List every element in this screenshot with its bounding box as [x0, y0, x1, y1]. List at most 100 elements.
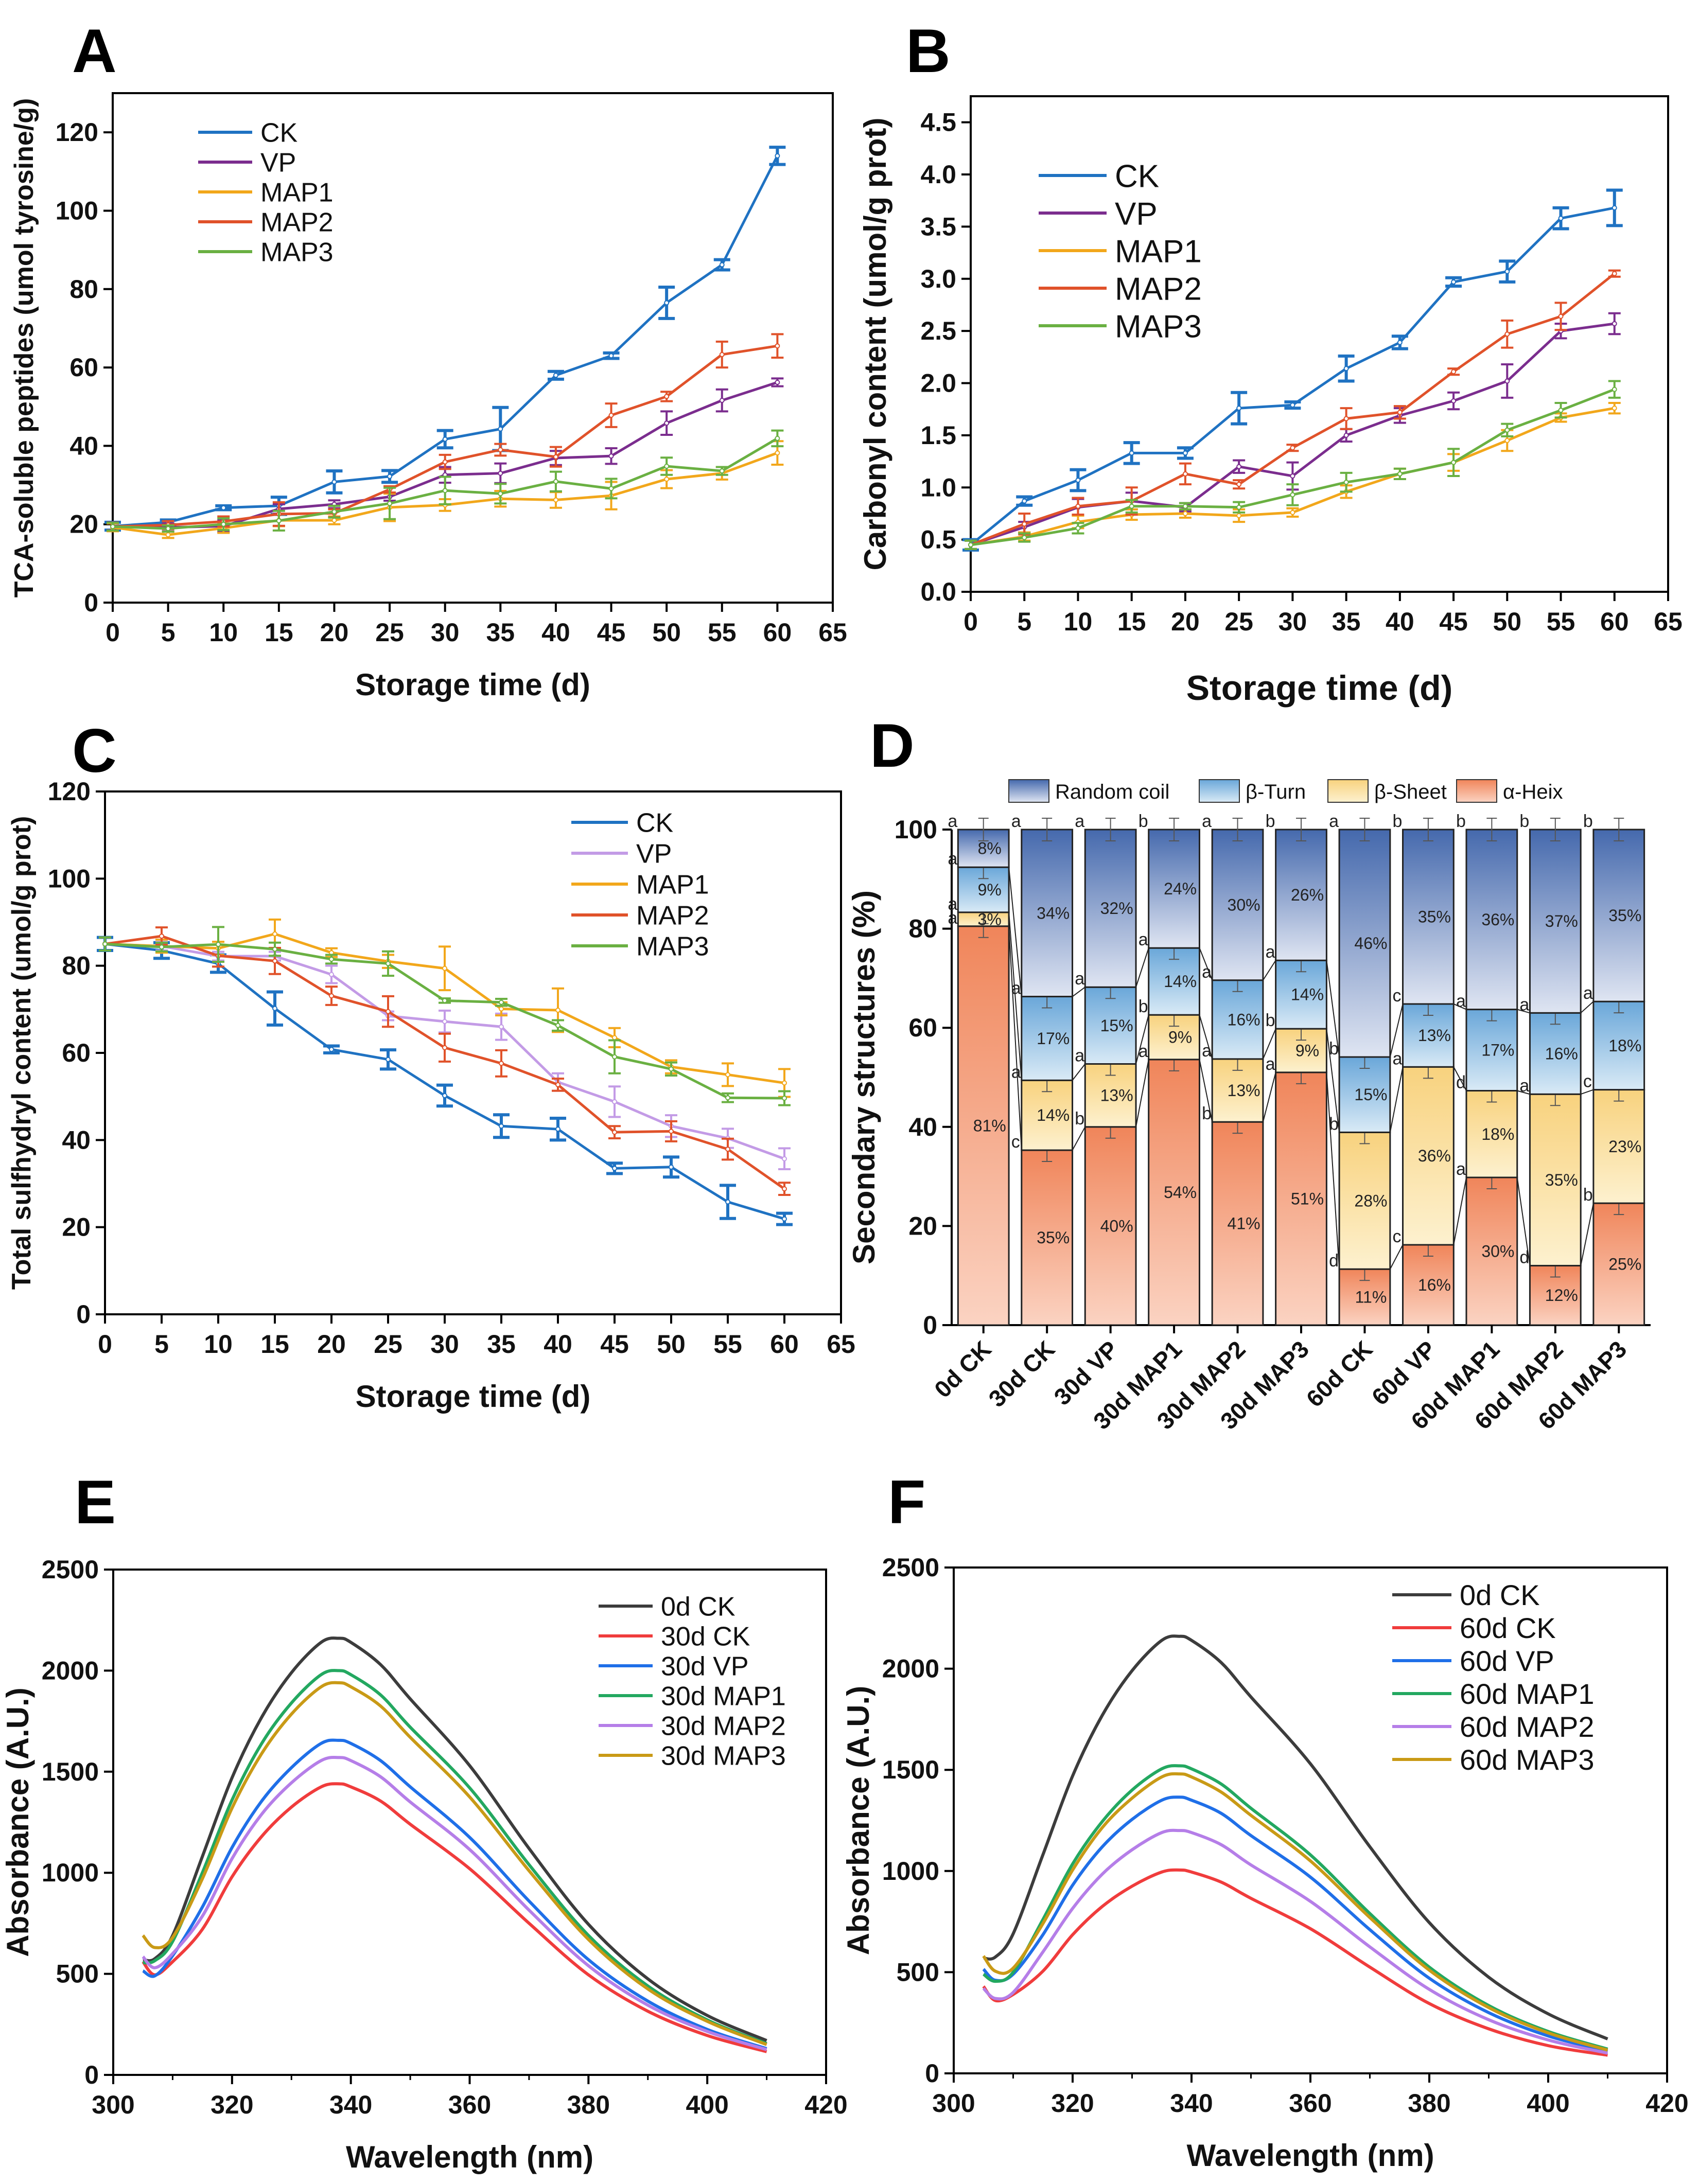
significance-letter: b: [1393, 812, 1403, 831]
y-tick-label: 2500: [42, 1555, 99, 1584]
x-axis-title: Wavelength (nm): [346, 2140, 593, 2174]
data-point: [1343, 416, 1349, 421]
data-point: [276, 518, 282, 523]
data-point: [1612, 271, 1617, 276]
data-point: [1075, 503, 1081, 509]
x-tick-label: 65: [827, 1330, 855, 1359]
series-line: [982, 1795, 1608, 2053]
x-tick-label: 0: [964, 607, 978, 636]
data-point: [442, 459, 448, 465]
legend-label: MAP1: [260, 178, 334, 208]
panel-e: E 0 500 1000 1500 2000 2500 Absorbance (A.U.) 30…: [1, 1468, 848, 2174]
connector-line: [1389, 1003, 1404, 1058]
x-tick-label: 5: [161, 618, 176, 647]
data-point: [1075, 525, 1081, 531]
data-point: [1397, 340, 1403, 345]
data-point: [725, 1095, 730, 1101]
segment-label: 14%: [1291, 985, 1324, 1004]
data-point: [386, 1009, 391, 1014]
legend-label: VP: [636, 839, 672, 869]
series-60d-ck: [982, 1868, 1608, 2057]
segment-label: 13%: [1228, 1081, 1260, 1100]
data-point: [498, 491, 503, 497]
legend-label: 30d MAP3: [661, 1741, 786, 1771]
significance-letter: a: [1138, 930, 1148, 949]
series-line: [142, 1738, 767, 2050]
data-point: [612, 1130, 617, 1135]
bar-group: 16% c 36% a 13% c 35% b: [1393, 812, 1455, 1326]
plot-frame: [953, 1566, 1668, 2074]
panel-f: F 0 500 1000 1500 2000 2500 Absorbance (A.U.) 30…: [841, 1468, 1689, 2173]
bar-segment-random-coil: [1148, 829, 1200, 949]
legend-label: CK: [1115, 158, 1159, 194]
y-tick-label: 120: [56, 118, 98, 147]
bar-group: 81%a 3%a9%a8%a: [948, 812, 1010, 1326]
series-0d-ck: [143, 1636, 767, 2042]
x-tick-label: 45: [597, 618, 626, 647]
series-line: [142, 1756, 767, 2051]
data-point: [608, 453, 614, 459]
series-line: [982, 1772, 1608, 2052]
segment-label: 30%: [1481, 1242, 1514, 1261]
data-point: [329, 993, 334, 999]
data-point: [1612, 205, 1617, 210]
connector-line: [1326, 1072, 1340, 1270]
panel-label: B: [906, 16, 951, 85]
bar-segment--heix: [1148, 1059, 1200, 1326]
bar-segment-random-coil: [1465, 829, 1518, 1011]
legend-label: Random coil: [1055, 781, 1169, 803]
y-tick-label: 40: [69, 431, 98, 460]
bar-group: 41%b13%ab16%a30%a: [1202, 812, 1264, 1326]
legend-item: 30d MAP3: [599, 1741, 786, 1771]
data-point: [553, 479, 558, 484]
y-tick-label: 3.5: [920, 212, 956, 241]
significance-letter: a: [1266, 1054, 1275, 1074]
bar-segment--heix: [1275, 1071, 1327, 1326]
series-line: [142, 1782, 767, 2053]
data-point: [1236, 406, 1242, 411]
x-tick-label: 25: [374, 1330, 402, 1359]
legend-label: 60d VP: [1460, 1645, 1554, 1677]
x-tick-label: 30: [1278, 607, 1307, 636]
data-point: [386, 961, 391, 966]
data-point: [555, 1082, 561, 1087]
data-point: [1504, 269, 1510, 274]
data-point: [387, 501, 393, 506]
x-tick-label: 360: [1289, 2089, 1332, 2118]
connector-line: [1008, 912, 1022, 1081]
significance-letter: a: [1011, 979, 1021, 998]
plot-frame: [112, 92, 834, 604]
segment-label: 46%: [1354, 934, 1387, 953]
data-point: [553, 454, 558, 460]
error-bar: [1614, 818, 1624, 841]
segment-label: 9%: [978, 880, 1002, 899]
segment-label: 35%: [1037, 1228, 1070, 1247]
legend-label: 30d VP: [661, 1652, 749, 1682]
error-bar: [1359, 818, 1370, 841]
data-point: [1290, 402, 1295, 408]
legend-label: MAP2: [636, 901, 709, 931]
series-30d-ck: [142, 1782, 767, 2053]
legend-label: β-Sheet: [1374, 781, 1447, 803]
data-point: [775, 380, 780, 385]
data-point: [498, 470, 503, 476]
x-axis-title: Wavelength (nm): [1186, 2138, 1434, 2173]
y-tick-label: 20: [908, 1211, 937, 1240]
data-point: [1343, 432, 1349, 438]
x-tick-label: 340: [1170, 2089, 1213, 2118]
series-map3: [99, 926, 791, 1106]
segment-label: 18%: [1608, 1036, 1641, 1055]
data-point: [272, 958, 277, 964]
bar-segment--turn: [1021, 996, 1074, 1081]
series-30d-vp: [142, 1738, 767, 2050]
legend-item: VP: [571, 839, 672, 869]
data-point: [968, 542, 973, 548]
data-point: [1504, 378, 1510, 384]
y-tick-label: 2.5: [920, 316, 956, 345]
x-tick-label: 5: [154, 1330, 169, 1359]
legend-label: MAP3: [260, 238, 334, 268]
x-axis-title: Storage time (d): [355, 667, 590, 702]
legend-item: MAP3: [571, 932, 709, 962]
y-tick-label: 0.5: [920, 525, 956, 554]
legend-label: MAP3: [1115, 309, 1202, 344]
